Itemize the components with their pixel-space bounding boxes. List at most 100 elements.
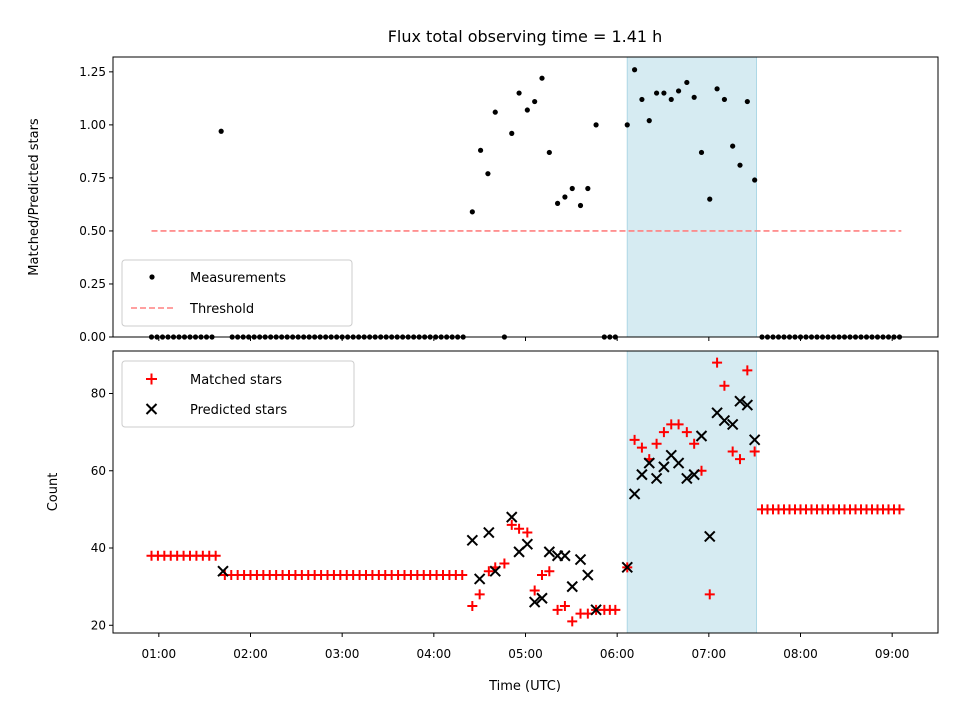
measurement-point bbox=[684, 79, 690, 86]
measurement-point bbox=[585, 185, 591, 192]
x-axis-label: Time (UTC) bbox=[488, 679, 561, 694]
top-y-ticks: 0.00 0.25 0.50 0.75 1.00 1.25 bbox=[79, 65, 113, 344]
legend-predicted-label: Predicted stars bbox=[190, 403, 287, 418]
measurement-point bbox=[524, 107, 530, 113]
matched-star-point bbox=[704, 589, 715, 600]
matched-star-point bbox=[719, 380, 730, 391]
bottom-legend-box bbox=[121, 360, 355, 428]
predicted-stars-points bbox=[217, 395, 761, 616]
measurement-point bbox=[668, 96, 674, 103]
bottom-y-tick-label: 80 bbox=[91, 386, 106, 400]
predicted-star-point bbox=[521, 538, 534, 550]
matched-star-point bbox=[749, 446, 760, 457]
top-y-axis-label: Matched/Predicted stars bbox=[27, 118, 42, 276]
top-measurement-points bbox=[148, 67, 903, 340]
predicted-star-point bbox=[681, 472, 693, 485]
x-tick-label: 09:00 bbox=[875, 647, 910, 661]
measurement-point bbox=[477, 147, 484, 153]
predicted-star-point bbox=[650, 472, 663, 485]
measurement-point bbox=[653, 90, 660, 96]
matched-star-point bbox=[522, 527, 533, 538]
predicted-star-point bbox=[489, 565, 501, 577]
measurement-point bbox=[562, 194, 568, 200]
matched-star-point bbox=[651, 438, 662, 449]
bottom-y-tick-label: 60 bbox=[91, 464, 106, 478]
predicted-star-point bbox=[695, 430, 708, 442]
matched-star-point bbox=[735, 454, 745, 465]
matched-star-point bbox=[467, 600, 478, 611]
matched-star-point bbox=[457, 570, 468, 581]
matched-star-point bbox=[658, 427, 669, 438]
top-y-tick-label: 0.50 bbox=[79, 224, 106, 238]
legend-measurement-marker bbox=[149, 274, 155, 280]
measurement-point bbox=[532, 98, 538, 105]
matched-star-point bbox=[559, 600, 570, 611]
predicted-star-point bbox=[726, 418, 739, 431]
predicted-star-point bbox=[466, 534, 479, 546]
predicted-star-point bbox=[643, 457, 655, 469]
bottom-y-ticks: 20 40 60 80 bbox=[91, 386, 113, 632]
measurement-point bbox=[744, 98, 750, 105]
predicted-star-point bbox=[473, 573, 486, 585]
predicted-star-point bbox=[574, 553, 587, 566]
predicted-star-point bbox=[483, 526, 495, 539]
matched-star-point bbox=[210, 550, 221, 561]
matched-star-point bbox=[742, 365, 753, 376]
matched-star-point bbox=[529, 585, 540, 596]
bottom-highlight-span bbox=[626, 350, 757, 634]
matched-stars-points bbox=[146, 357, 905, 627]
matched-star-point bbox=[689, 438, 700, 449]
predicted-star-point bbox=[718, 414, 731, 427]
bottom-legend: Matched stars Predicted stars bbox=[121, 360, 355, 428]
x-tick-label: 02:00 bbox=[233, 647, 268, 661]
x-tick-label: 05:00 bbox=[508, 647, 543, 661]
matched-star-point bbox=[514, 523, 525, 534]
measurement-point bbox=[516, 90, 522, 96]
predicted-star-point bbox=[621, 561, 633, 574]
legend-matched-marker bbox=[146, 373, 157, 385]
top-highlight-span bbox=[626, 56, 757, 338]
measurement-point bbox=[539, 75, 545, 81]
x-tick-label: 04:00 bbox=[417, 647, 452, 661]
measurement-point bbox=[569, 185, 575, 192]
measurement-point bbox=[698, 149, 705, 156]
matched-star-point bbox=[483, 566, 494, 577]
measurement-point bbox=[509, 130, 515, 136]
matched-star-point bbox=[567, 616, 578, 627]
bottom-axes-frame bbox=[112, 350, 939, 634]
measurement-point bbox=[624, 122, 630, 128]
bottom-y-tick-label: 20 bbox=[91, 618, 106, 632]
predicted-star-point bbox=[543, 546, 556, 558]
legend-threshold-label: Threshold bbox=[189, 302, 254, 317]
matched-star-point bbox=[506, 519, 517, 530]
matched-star-point bbox=[544, 566, 555, 577]
measurement-point bbox=[707, 196, 713, 202]
x-tick-label: 08:00 bbox=[783, 647, 818, 661]
top-x-ticks bbox=[158, 337, 893, 341]
matched-star-point bbox=[629, 434, 640, 445]
measurement-point bbox=[593, 122, 599, 128]
top-legend-box bbox=[121, 259, 353, 327]
predicted-star-point bbox=[566, 580, 578, 593]
matched-star-point bbox=[636, 442, 647, 453]
predicted-star-point bbox=[688, 468, 700, 481]
matched-star-point bbox=[712, 357, 723, 368]
measurement-point bbox=[730, 143, 736, 149]
measurement-point bbox=[546, 149, 552, 156]
measurement-point bbox=[752, 177, 758, 183]
measurement-point bbox=[485, 171, 491, 177]
bottom-x-ticks: 01:00 02:00 03:00 04:00 05:00 06:00 07:00 08:00… bbox=[142, 633, 910, 661]
predicted-star-point bbox=[734, 395, 746, 407]
top-legend: Measurements Threshold bbox=[121, 259, 353, 327]
legend-predicted-marker bbox=[145, 403, 158, 415]
bottom-y-axis-label: Count bbox=[46, 473, 61, 512]
legend-matched-label: Matched stars bbox=[190, 373, 282, 388]
predicted-star-point bbox=[582, 569, 594, 581]
top-y-tick-label: 1.25 bbox=[79, 65, 106, 79]
measurement-point bbox=[714, 86, 720, 92]
measurement-point bbox=[639, 96, 645, 103]
matched-star-point bbox=[610, 604, 621, 615]
matched-star-point bbox=[552, 604, 563, 615]
measurement-point bbox=[721, 96, 728, 103]
